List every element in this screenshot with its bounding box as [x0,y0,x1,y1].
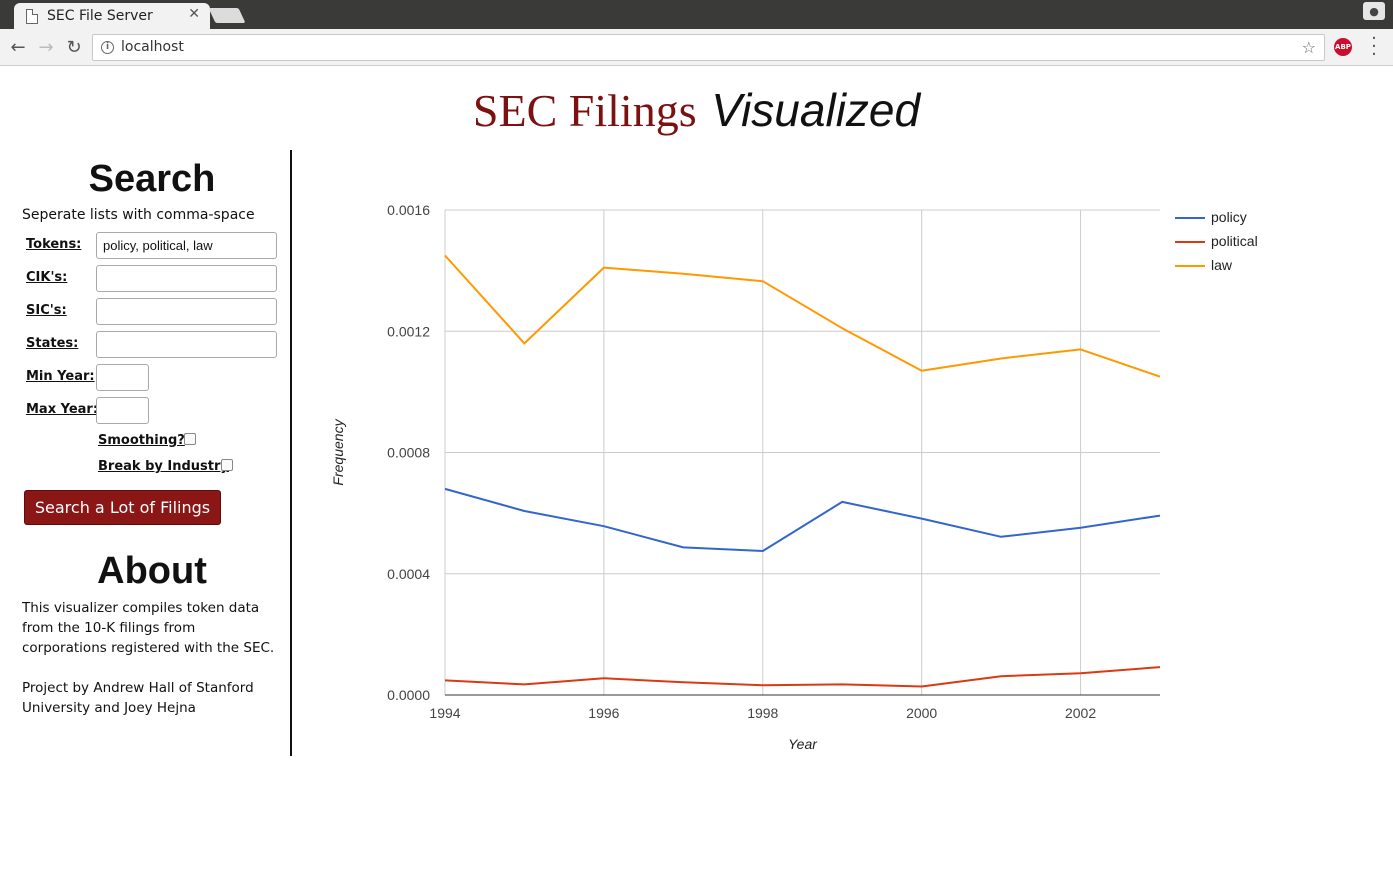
series-line-policy [444,487,1161,552]
smoothing-checkbox[interactable] [184,433,196,445]
sics-input[interactable] [96,298,277,325]
page-icon [26,8,38,24]
y-tick-label: 0.0016 [387,202,430,218]
browser-toolbar: ← → ↻ i localhost ☆ ABP · · · [0,29,1393,66]
x-tick-label: 2002 [1065,705,1096,721]
page-title: SEC Filings Visualized [0,82,1393,139]
x-tick-label: 2000 [906,705,937,721]
break-by-industry-checkbox[interactable] [221,459,233,471]
y-tick-label: 0.0012 [387,323,430,339]
x-tick-label: 1996 [588,705,619,721]
y-tick-label: 0.0004 [387,566,430,582]
about-description: This visualizer compiles token data from… [22,600,275,656]
max-year-input[interactable] [96,397,149,424]
page-title-part1: SEC Filings [472,85,697,136]
legend-swatch-policy [1175,217,1205,219]
adblock-icon[interactable]: ABP [1334,38,1352,56]
legend-swatch-law [1175,265,1205,267]
page-title-part2: Visualized [711,84,921,136]
tab-title: SEC File Server [47,8,153,24]
smoothing-label: Smoothing? [98,433,185,448]
x-axis-title: Year [788,736,818,752]
url-text: localhost [121,39,184,55]
search-heading: Search [88,158,216,200]
new-tab-button[interactable] [208,8,246,23]
max-year-label: Max Year: [26,402,99,417]
info-icon[interactable]: i [101,41,114,54]
reload-icon[interactable]: ↻ [66,37,82,58]
frequency-line-chart: 0.0000 0.0004 0.0008 0.0012 0.0016 1994 1996 19… [330,202,1161,752]
back-icon[interactable]: ← [10,37,26,58]
tokens-input[interactable] [96,232,277,259]
y-tick-label: 0.0008 [387,445,430,461]
break-by-industry-label: Break by Industry [98,459,229,474]
ciks-label: CIK's: [26,270,68,285]
tokens-label: Tokens: [26,237,82,252]
ciks-input[interactable] [96,265,277,292]
states-label: States: [26,336,79,351]
x-tick-label: 1994 [429,705,460,721]
series-line-political [444,666,1161,688]
profile-icon[interactable]: ● [1363,2,1385,20]
legend-label-law: law [1211,257,1233,273]
search-hint: Seperate lists with comma-space [22,207,255,223]
min-year-label: Min Year: [26,369,95,384]
y-axis-title: Frequency [330,418,346,485]
browser-menu-icon[interactable]: · · · [1371,28,1377,65]
browser-tab[interactable]: SEC File Server ✕ [14,3,210,29]
browser-tab-bar: SEC File Server ✕ ● [0,0,1393,29]
legend-label-policy: policy [1211,209,1247,225]
search-button[interactable]: Search a Lot of Filings [24,490,221,525]
close-tab-icon[interactable]: ✕ [188,6,200,22]
sics-label: SIC's: [26,303,67,318]
about-credits: Project by Andrew Hall of Stanford Unive… [22,680,254,716]
legend-swatch-political [1175,241,1205,243]
forward-icon[interactable]: → [38,37,54,58]
y-tick-label: 0.0000 [387,687,430,703]
x-tick-label: 1998 [747,705,778,721]
sidebar-divider [290,150,292,756]
about-heading: About [97,550,207,592]
address-bar[interactable]: i localhost ☆ [92,34,1325,61]
bookmark-star-icon[interactable]: ☆ [1301,38,1316,57]
min-year-input[interactable] [96,364,149,391]
states-input[interactable] [96,331,277,358]
series-line-law [444,254,1161,378]
legend-label-political: political [1211,233,1258,249]
